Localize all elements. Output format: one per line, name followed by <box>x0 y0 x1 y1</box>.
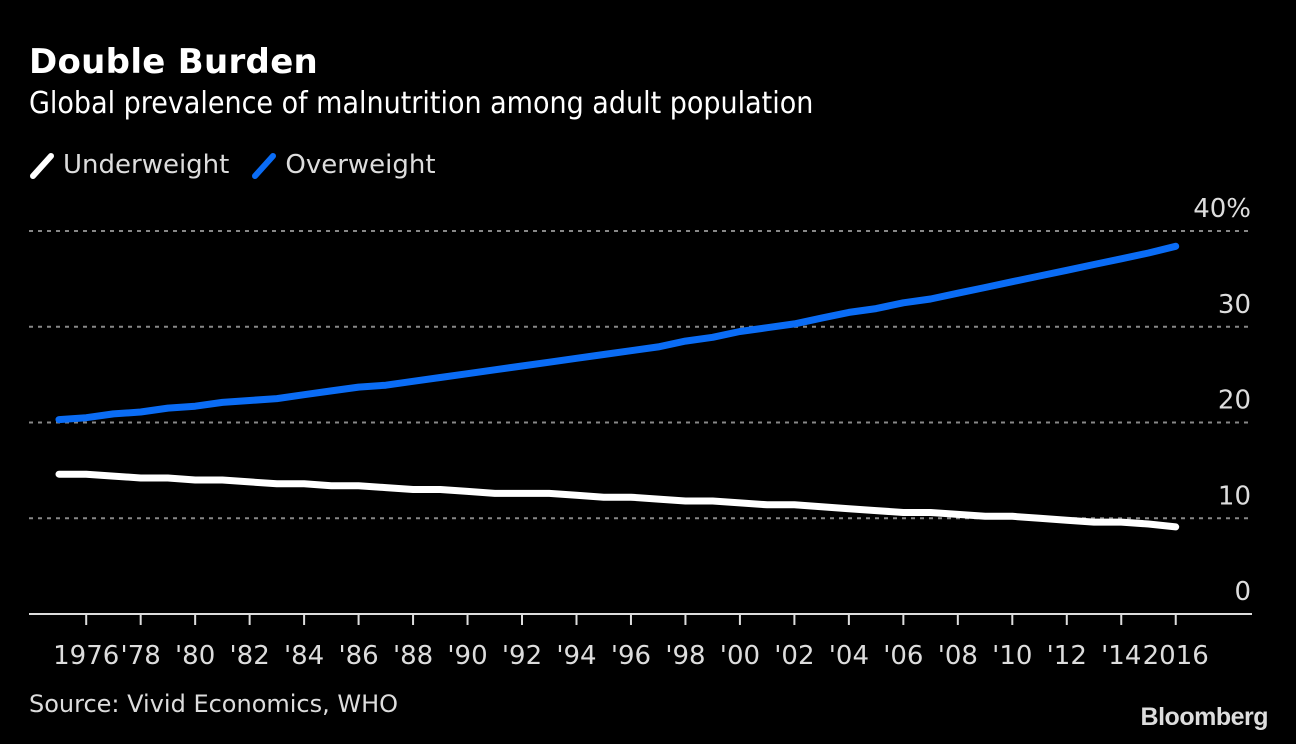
x-tick-label: '90 <box>447 641 487 671</box>
underweight-swatch-icon <box>30 153 54 179</box>
x-tick-label: '96 <box>611 641 651 671</box>
y-tick-label: 10 <box>1218 481 1251 511</box>
y-tick-label: 30 <box>1218 290 1251 320</box>
y-tick-label: 20 <box>1218 386 1251 416</box>
x-tick-label: 2016 <box>1143 641 1209 671</box>
x-tick-label: '92 <box>502 641 542 671</box>
series-line-underweight <box>55 470 1180 531</box>
x-tick-label: '10 <box>992 641 1032 671</box>
x-tick-label: '80 <box>175 641 215 671</box>
x-tick-label: '78 <box>121 641 161 671</box>
x-tick-label: '06 <box>883 641 923 671</box>
legend: Underweight Overweight <box>29 150 458 180</box>
legend-item-underweight: Underweight <box>29 150 229 180</box>
x-tick-label: '86 <box>338 641 378 671</box>
overweight-swatch-icon <box>252 153 277 179</box>
x-tick-label: '12 <box>1047 641 1087 671</box>
x-tick-label: '88 <box>393 641 433 671</box>
y-axis-labels: 0 10 20 30 40% <box>1193 194 1251 607</box>
y-tick-label: 0 <box>1234 577 1251 607</box>
series-line-overweight <box>55 242 1180 424</box>
legend-label-overweight: Overweight <box>285 150 436 180</box>
source-note: Source: Vivid Economics, WHO <box>29 690 399 718</box>
bloomberg-logo: Bloomberg <box>1140 703 1269 731</box>
x-tick-label: '82 <box>230 641 270 671</box>
x-tick-label: '94 <box>556 641 596 671</box>
x-tick-label: '00 <box>720 641 760 671</box>
x-tick-label: '14 <box>1101 641 1141 671</box>
x-tick-label: '08 <box>938 641 978 671</box>
gridlines <box>29 230 1252 520</box>
series <box>55 242 1180 531</box>
x-tick-label: '84 <box>284 641 324 671</box>
x-tick-label: '02 <box>774 641 814 671</box>
chart-title: Double Burden <box>29 42 319 82</box>
legend-label-underweight: Underweight <box>63 150 230 180</box>
y-tick-label: 40% <box>1193 194 1251 224</box>
x-tick-label: 1976 <box>53 641 119 671</box>
x-axis: 1976'78 '80 '82 '84 '86 '88 '90 '92 '94 '96 '98 '00… <box>29 613 1252 671</box>
chart-subtitle: Global prevalence of malnutrition among … <box>29 86 814 121</box>
legend-item-overweight: Overweight <box>251 150 436 180</box>
x-tick-label: '98 <box>665 641 705 671</box>
x-tick-label: '04 <box>829 641 869 671</box>
